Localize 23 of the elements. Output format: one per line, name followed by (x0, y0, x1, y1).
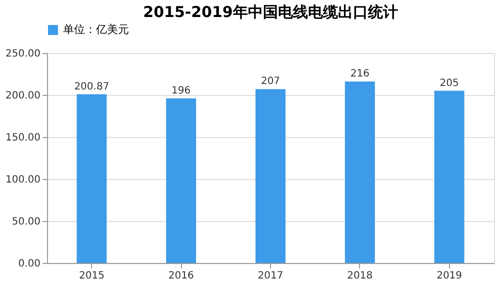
x-tick-label: 2016 (168, 270, 194, 282)
bar (344, 82, 375, 263)
legend-label: 单位：亿美元 (63, 23, 129, 36)
chart-title: 2015-2019年中国电线电缆出口统计 (143, 3, 398, 21)
data-label: 205 (440, 78, 459, 89)
x-tick-label: 2017 (258, 270, 284, 282)
data-label: 216 (350, 68, 370, 80)
y-tick-label: 100.00 (6, 174, 40, 186)
x-tick-label: 2018 (347, 270, 373, 282)
y-tick-label: 150.00 (6, 132, 40, 144)
data-label: 200.87 (74, 81, 110, 92)
y-tick-label: 50.00 (12, 216, 40, 228)
bar (166, 98, 196, 263)
y-tick-label: 0.00 (18, 258, 40, 270)
bar (434, 90, 464, 263)
bar (256, 89, 286, 263)
data-label: 207 (260, 76, 280, 88)
y-tick-label: 250.00 (6, 48, 40, 60)
y-tick-label: 200.00 (6, 90, 40, 102)
x-tick-label: 2015 (78, 270, 104, 282)
bar (76, 94, 107, 263)
x-tick-label: 2019 (436, 270, 462, 282)
data-label: 196 (172, 85, 191, 96)
